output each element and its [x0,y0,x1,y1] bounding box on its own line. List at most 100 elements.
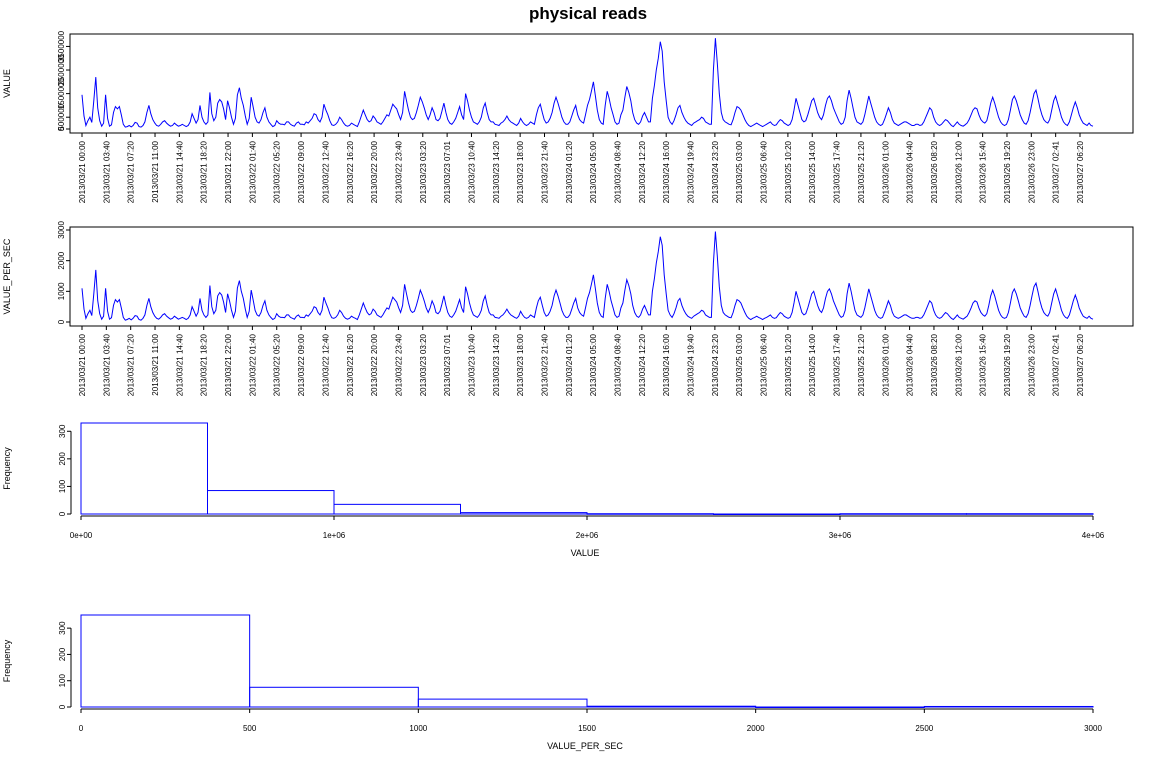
x-tick-label: 2013/03/21 11:00 [151,140,160,202]
x-tick-label: 2013/03/21 07:20 [127,333,136,396]
y-tick-label: 2500000 [57,54,66,86]
x-tick-label: 500 [243,724,257,733]
x-tick-label: 2013/03/25 17:40 [833,333,842,396]
x-tick-label: 2013/03/26 12:00 [954,140,963,203]
x-tick-label: 2013/03/23 10:40 [467,140,476,203]
x-tick-label: 2013/03/22 20:00 [370,140,379,203]
histogram-bar [966,513,1094,515]
x-tick-label: 2013/03/24 19:40 [687,333,696,396]
histogram-panel-2 [67,422,1094,520]
histogram-bar [80,614,251,708]
y-axis-label: Frequency [2,447,12,490]
x-tick-label: 2013/03/23 03:20 [419,333,428,396]
x-tick-label: 2013/03/21 03:40 [102,333,111,396]
x-tick-label: 2013/03/26 01:00 [881,333,890,396]
x-tick-label: 2013/03/26 08:20 [930,333,939,396]
plot-frame [69,226,1134,327]
line-panel-1 [66,226,1134,330]
x-tick-label: 2013/03/23 07:01 [443,140,452,203]
x-tick-label: 2013/03/27 06:20 [1076,140,1085,203]
x-tick-label: 2013/03/21 07:20 [127,140,136,203]
x-tick-label: 2013/03/24 12:20 [638,140,647,203]
x-tick-label: 2013/03/21 11:00 [151,333,160,395]
x-tick-label: 2013/03/23 14:20 [492,333,501,396]
x-tick-label: 2013/03/24 16:00 [662,333,671,396]
x-tick-label: 2013/03/25 03:00 [735,140,744,203]
x-tick-label: 2013/03/25 21:20 [857,140,866,203]
x-tick-label: 2013/03/24 05:00 [589,140,598,203]
y-tick-label: 300 [58,621,67,635]
x-tick-label: 2013/03/22 09:00 [297,333,306,396]
x-axis-label: VALUE [571,548,600,558]
y-tick-label: 300 [58,424,67,438]
x-tick-label: 2013/03/24 23:20 [711,333,720,396]
x-tick-label: 3000 [1084,724,1102,733]
x-tick-label: 2013/03/26 15:40 [979,140,988,203]
x-tick-label: 2013/03/25 21:20 [857,333,866,396]
x-tick-label: 2013/03/25 14:00 [808,333,817,396]
x-tick-label: 2013/03/22 09:00 [297,140,306,203]
x-tick-label: 2013/03/23 21:40 [540,140,549,203]
x-tick-label: 2013/03/23 18:00 [516,333,525,396]
histogram-bar [80,422,208,515]
chart-title: physical reads [528,4,648,23]
histogram-bar [713,513,841,515]
histogram-bar [460,512,588,515]
x-tick-label: 2013/03/24 08:40 [614,333,623,396]
x-tick-label: 2013/03/27 02:41 [1052,333,1061,396]
x-tick-label: 2013/03/25 06:40 [760,333,769,396]
x-tick-label: 2013/03/23 14:20 [492,140,501,203]
x-tick-label: 2013/03/24 12:20 [638,333,647,396]
x-tick-label: 2013/03/22 20:00 [370,333,379,396]
series-line [81,231,1094,321]
histogram-panel-3 [67,614,1094,713]
y-axis-label: Frequency [2,639,12,682]
histogram-bar [207,490,335,515]
x-tick-label: 1500 [578,724,596,733]
x-tick-label: 2013/03/24 05:00 [589,333,598,396]
histogram-bar [249,686,419,708]
y-tick-label: 2000 [57,251,66,269]
x-tick-label: 1e+06 [323,531,346,540]
x-tick-label: 2013/03/26 23:00 [1027,140,1036,203]
x-tick-label: 2013/03/24 16:00 [662,140,671,203]
y-tick-label: 3500000 [57,30,66,62]
histogram-bar [333,503,461,515]
histogram-bar [586,705,757,708]
y-tick-label: 1500000 [57,77,66,109]
x-tick-label: 2013/03/24 01:20 [565,333,574,396]
y-axis-label: VALUE_PER_SEC [2,238,12,314]
y-tick-label: 3000 [57,221,66,239]
y-tick-label: 0 [58,511,67,516]
x-tick-label: 2013/03/22 12:40 [321,333,330,396]
x-tick-label: 2013/03/25 17:40 [833,140,842,203]
x-tick-label: 1000 [409,724,427,733]
histogram-bar [417,698,588,708]
y-tick-label: 100 [58,673,67,687]
x-tick-label: 2013/03/25 06:40 [760,140,769,203]
x-tick-label: 2000 [747,724,765,733]
x-tick-label: 2013/03/21 18:20 [200,140,209,203]
x-tick-label: 2013/03/21 22:00 [224,140,233,203]
y-tick-label: 100 [58,479,67,493]
x-tick-label: 2013/03/26 19:20 [1003,140,1012,203]
y-tick-label: 1000 [57,282,66,300]
x-tick-label: 2013/03/23 18:00 [516,140,525,203]
y-tick-label: 0 [57,126,66,131]
x-tick-label: 2013/03/23 03:20 [419,140,428,203]
x-tick-label: 2013/03/21 14:40 [175,333,184,396]
x-tick-label: 2013/03/26 04:40 [906,140,915,203]
x-tick-label: 2013/03/21 18:20 [200,333,209,396]
x-tick-label: 2013/03/22 16:20 [346,333,355,396]
y-tick-label: 0 [57,319,66,324]
x-tick-label: 2013/03/21 00:00 [78,140,87,203]
x-tick-label: 2013/03/23 07:01 [443,333,452,396]
x-tick-label: 2500 [915,724,933,733]
x-tick-label: 2013/03/26 15:40 [979,333,988,396]
histogram-bar [839,513,967,515]
x-tick-label: 4e+06 [1082,531,1105,540]
x-tick-label: 2013/03/22 05:20 [273,333,282,396]
y-tick-label: 0 [58,704,67,709]
x-tick-label: 2013/03/21 03:40 [102,140,111,203]
